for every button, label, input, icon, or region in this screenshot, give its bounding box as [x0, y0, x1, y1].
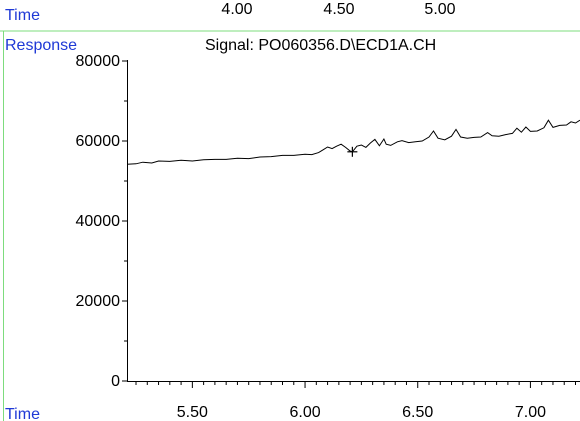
y-ticks: 0 20000 40000 60000 80000: [76, 53, 127, 390]
x-tick-label: 7.00: [515, 404, 546, 421]
top-tick-label: 4.50: [323, 1, 354, 18]
chart-title: Signal: PO060356.D\ECD1A.CH: [205, 37, 436, 54]
y-tick-label: 20000: [76, 293, 121, 310]
x-tick-label: 6.50: [402, 404, 433, 421]
y-tick-label: 60000: [76, 133, 121, 150]
cursor-crosshair-marker: [347, 146, 358, 157]
y-tick-label: 0: [111, 373, 120, 390]
top-time-label: Time: [5, 7, 40, 24]
top-time-strip: Time 4.00 4.50 5.00: [5, 1, 456, 24]
y-tick-label: 40000: [76, 213, 121, 230]
signal-trace: [126, 119, 580, 165]
top-tick-label: 5.00: [424, 1, 455, 18]
y-axis-label: Response: [5, 37, 77, 54]
x-ticks: 5.50 6.00 6.50 7.00: [135, 381, 576, 421]
x-axis-label: Time: [5, 406, 40, 421]
y-tick-label: 80000: [76, 53, 121, 70]
x-tick-label: 6.00: [289, 404, 320, 421]
x-tick-label: 5.50: [177, 404, 208, 421]
top-tick-label: 4.00: [221, 1, 252, 18]
